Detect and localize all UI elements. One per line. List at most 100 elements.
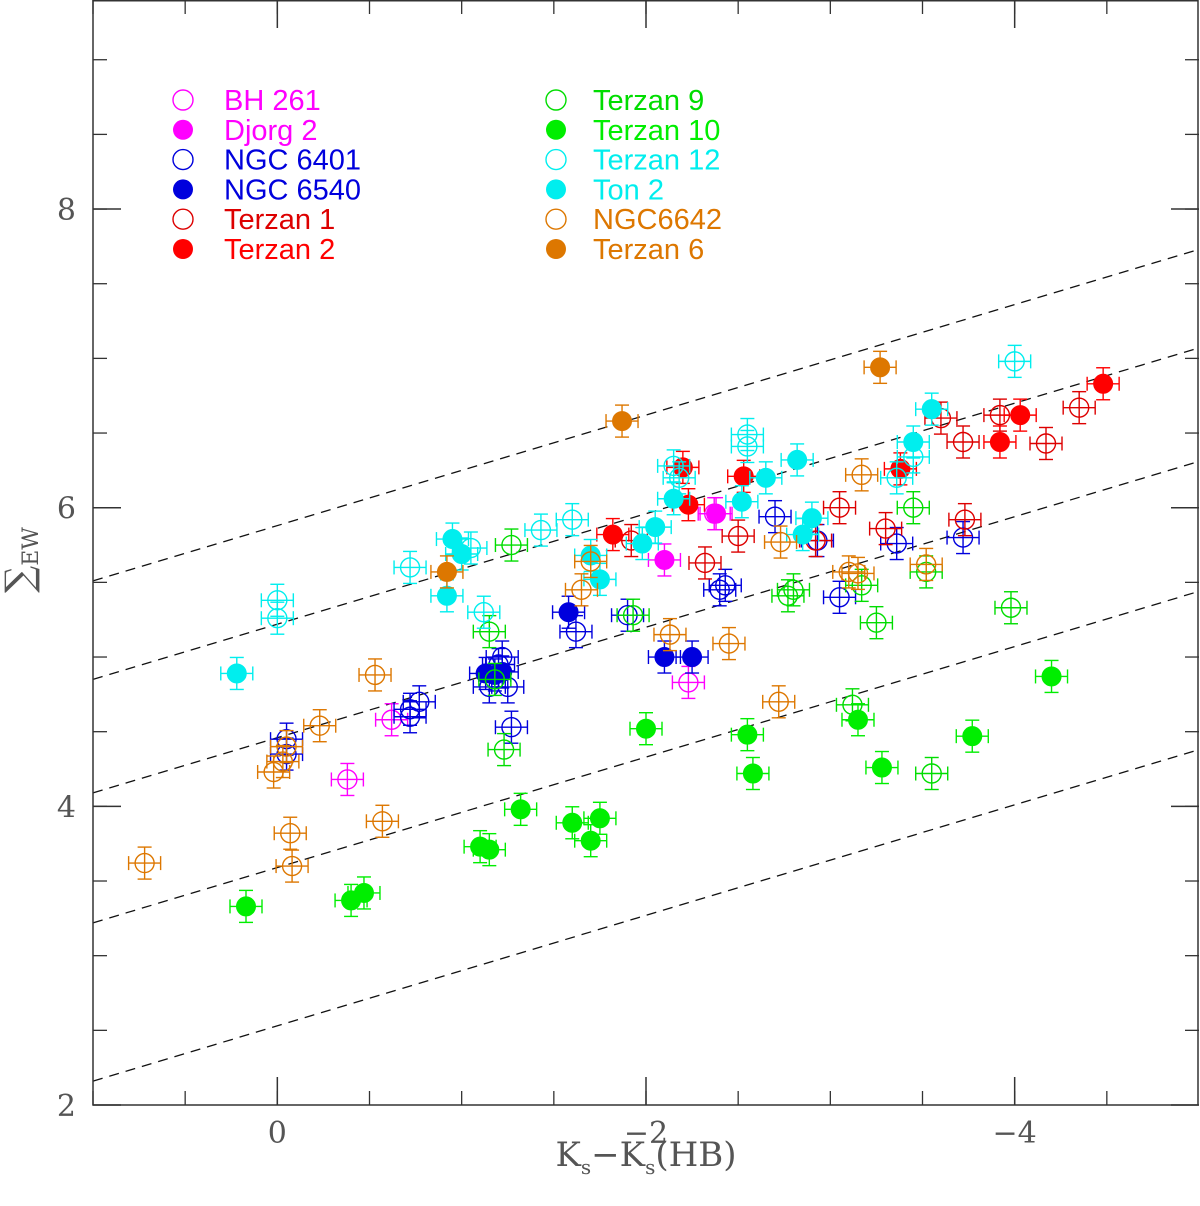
data-point [656,449,691,483]
data-point [1029,426,1063,461]
data-point [671,665,706,700]
data-point [758,499,792,534]
data-point [997,344,1032,379]
data-point [915,392,949,426]
data-point [656,482,691,516]
data-point [703,573,737,607]
data-point [472,614,507,649]
reference-line-2 [92,347,1200,681]
data-point [266,744,300,779]
data-point [629,712,663,746]
data-point [393,550,427,585]
x-tick-label: 0 [268,1116,287,1151]
legend-marker-ngc6642 [545,208,567,230]
legend-label-ngc6642: NGC6642 [593,204,722,236]
data-point [795,501,829,535]
axis-ticks: 0 −2 −4 4 6 8 2 [57,0,1199,1151]
data-point [605,404,639,438]
data-point [467,595,501,629]
legend-marker-terzan-9 [545,89,567,111]
legend-label-ngc-6401: NGC 6401 [224,145,361,177]
legend-marker-ngc-6401 [172,148,194,171]
data-point [478,662,512,697]
legend-marker-terzan-12 [545,148,567,171]
x-tick-label: −2 [624,1116,668,1151]
y-tick-label: 2 [57,1089,76,1124]
data-point [1086,367,1120,401]
data-point [896,491,930,525]
data-point [909,547,943,582]
data-point [402,685,436,719]
legend-marker-ngc-6540 [173,179,193,200]
data-point [583,562,617,597]
legend-marker-terzan-10 [546,119,566,140]
data-point [896,425,930,459]
series-terzan-10 [229,659,1069,924]
data-point [330,762,365,797]
y-tick-label: 4 [57,790,76,825]
data-point [260,601,295,635]
data-point [647,543,682,577]
legend-marker-bh-261 [172,89,194,111]
x-axis-label: Ks−Ks(HB) [556,1135,737,1179]
data-point [983,425,1017,459]
data-point [503,792,538,827]
data-point [762,685,796,719]
data-point [688,546,722,580]
data-point [736,756,770,791]
data-point [269,729,304,764]
data-point [699,496,733,531]
reference-line-4 [92,590,1200,924]
data-point [763,525,798,559]
data-point [616,598,650,632]
legend-label-bh-261: BH 261 [224,85,321,117]
legend-label-terzan-12: Terzan 12 [593,145,720,177]
data-point [863,350,897,385]
data-point [1034,659,1069,694]
x-tick-label: −4 [993,1116,1037,1151]
data-point [273,816,307,850]
data-point [841,556,875,591]
data-point [730,717,765,752]
data-point [435,522,470,556]
data-point [524,513,558,547]
legend-marker-terzan-1 [172,208,194,230]
legend-label-terzan-6: Terzan 6 [593,234,704,266]
data-point [749,461,783,495]
data-point [127,846,162,880]
legend-label-ngc-6540: NGC 6540 [224,174,361,206]
data-point [822,580,857,614]
reference-line-1 [92,248,1200,582]
data-point [275,849,309,883]
legend-label-djorg-2: Djorg 2 [224,115,318,147]
data-point [675,640,709,674]
data-point [994,591,1028,625]
data-point [574,544,608,579]
data-point [780,443,814,477]
data-point [555,806,589,840]
data-point [948,502,982,537]
data-point [638,510,672,544]
series-terzan-12 [260,344,1032,635]
series-ngc6642 [127,458,943,883]
data-point [583,801,617,835]
legend-label-ton-2: Ton 2 [593,174,664,206]
y-tick-label: 8 [57,193,76,228]
reference-lines [92,248,1200,1082]
data-point [712,626,746,661]
data-point [487,732,521,767]
series-terzan-9 [472,491,1028,791]
data-point [946,520,980,555]
data-point [365,804,400,838]
legend-marker-djorg-2 [173,119,193,140]
data-point [708,568,742,603]
series-djorg-2 [647,496,733,577]
data-point [725,485,759,519]
data-point [653,617,687,652]
data-point [494,528,529,562]
data-point [472,832,507,867]
data-point [841,703,875,737]
legend-label-terzan-9: Terzan 9 [593,85,704,117]
